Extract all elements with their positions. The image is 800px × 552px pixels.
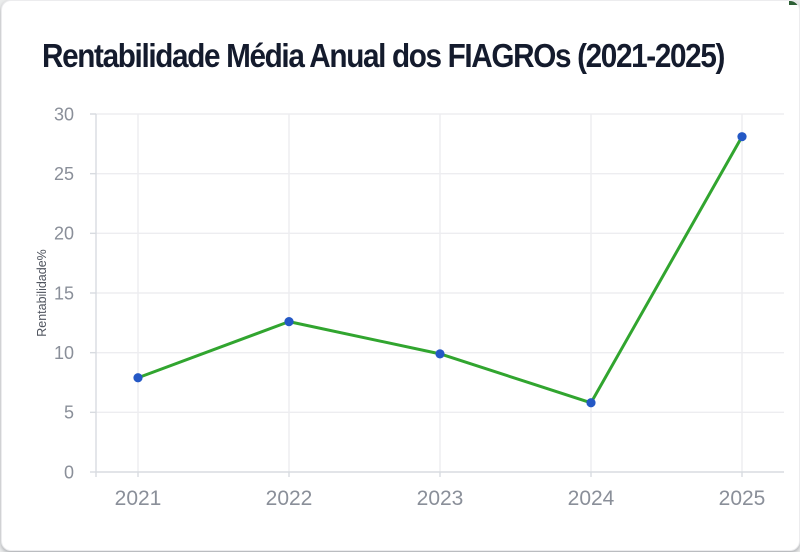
- data-point-marker: [435, 349, 445, 359]
- data-point-marker: [737, 132, 747, 142]
- y-tick-label: 10: [54, 343, 74, 363]
- chart-title: Rentabilidade Média Anual dos FIAGROs (2…: [42, 37, 725, 74]
- data-point-marker: [284, 317, 294, 327]
- x-tick-label: 2022: [266, 487, 313, 510]
- data-point-marker: [133, 373, 143, 383]
- x-tick-label: 2024: [568, 487, 615, 510]
- x-tick-label: 2023: [417, 487, 464, 510]
- corner-artifact: [789, 1, 799, 5]
- y-tick-label: 15: [54, 283, 74, 303]
- y-axis-title: Rentabilidade%: [35, 249, 49, 337]
- data-point-marker: [586, 398, 596, 408]
- y-tick-label: 25: [54, 164, 74, 184]
- y-tick-label: 30: [54, 104, 74, 124]
- y-tick-label: 20: [54, 224, 74, 244]
- x-tick-label: 2025: [719, 487, 766, 510]
- y-tick-label: 0: [64, 462, 74, 482]
- x-tick-label: 2021: [115, 487, 162, 510]
- y-tick-label: 5: [64, 403, 74, 423]
